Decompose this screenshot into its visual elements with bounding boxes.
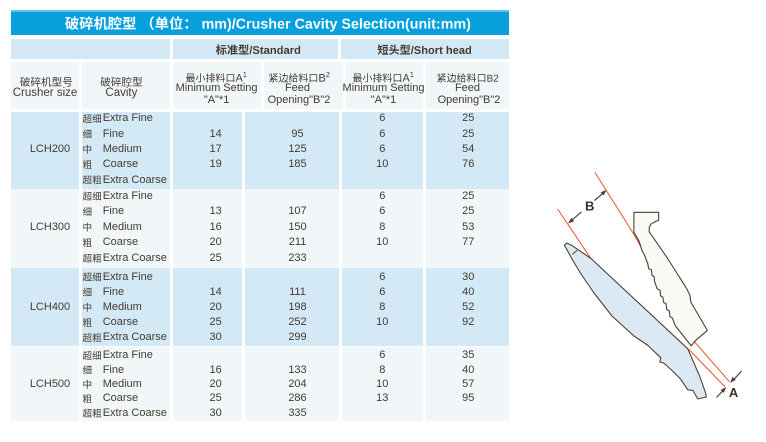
svg-text:B: B — [585, 198, 594, 213]
svg-text:A: A — [729, 385, 739, 400]
